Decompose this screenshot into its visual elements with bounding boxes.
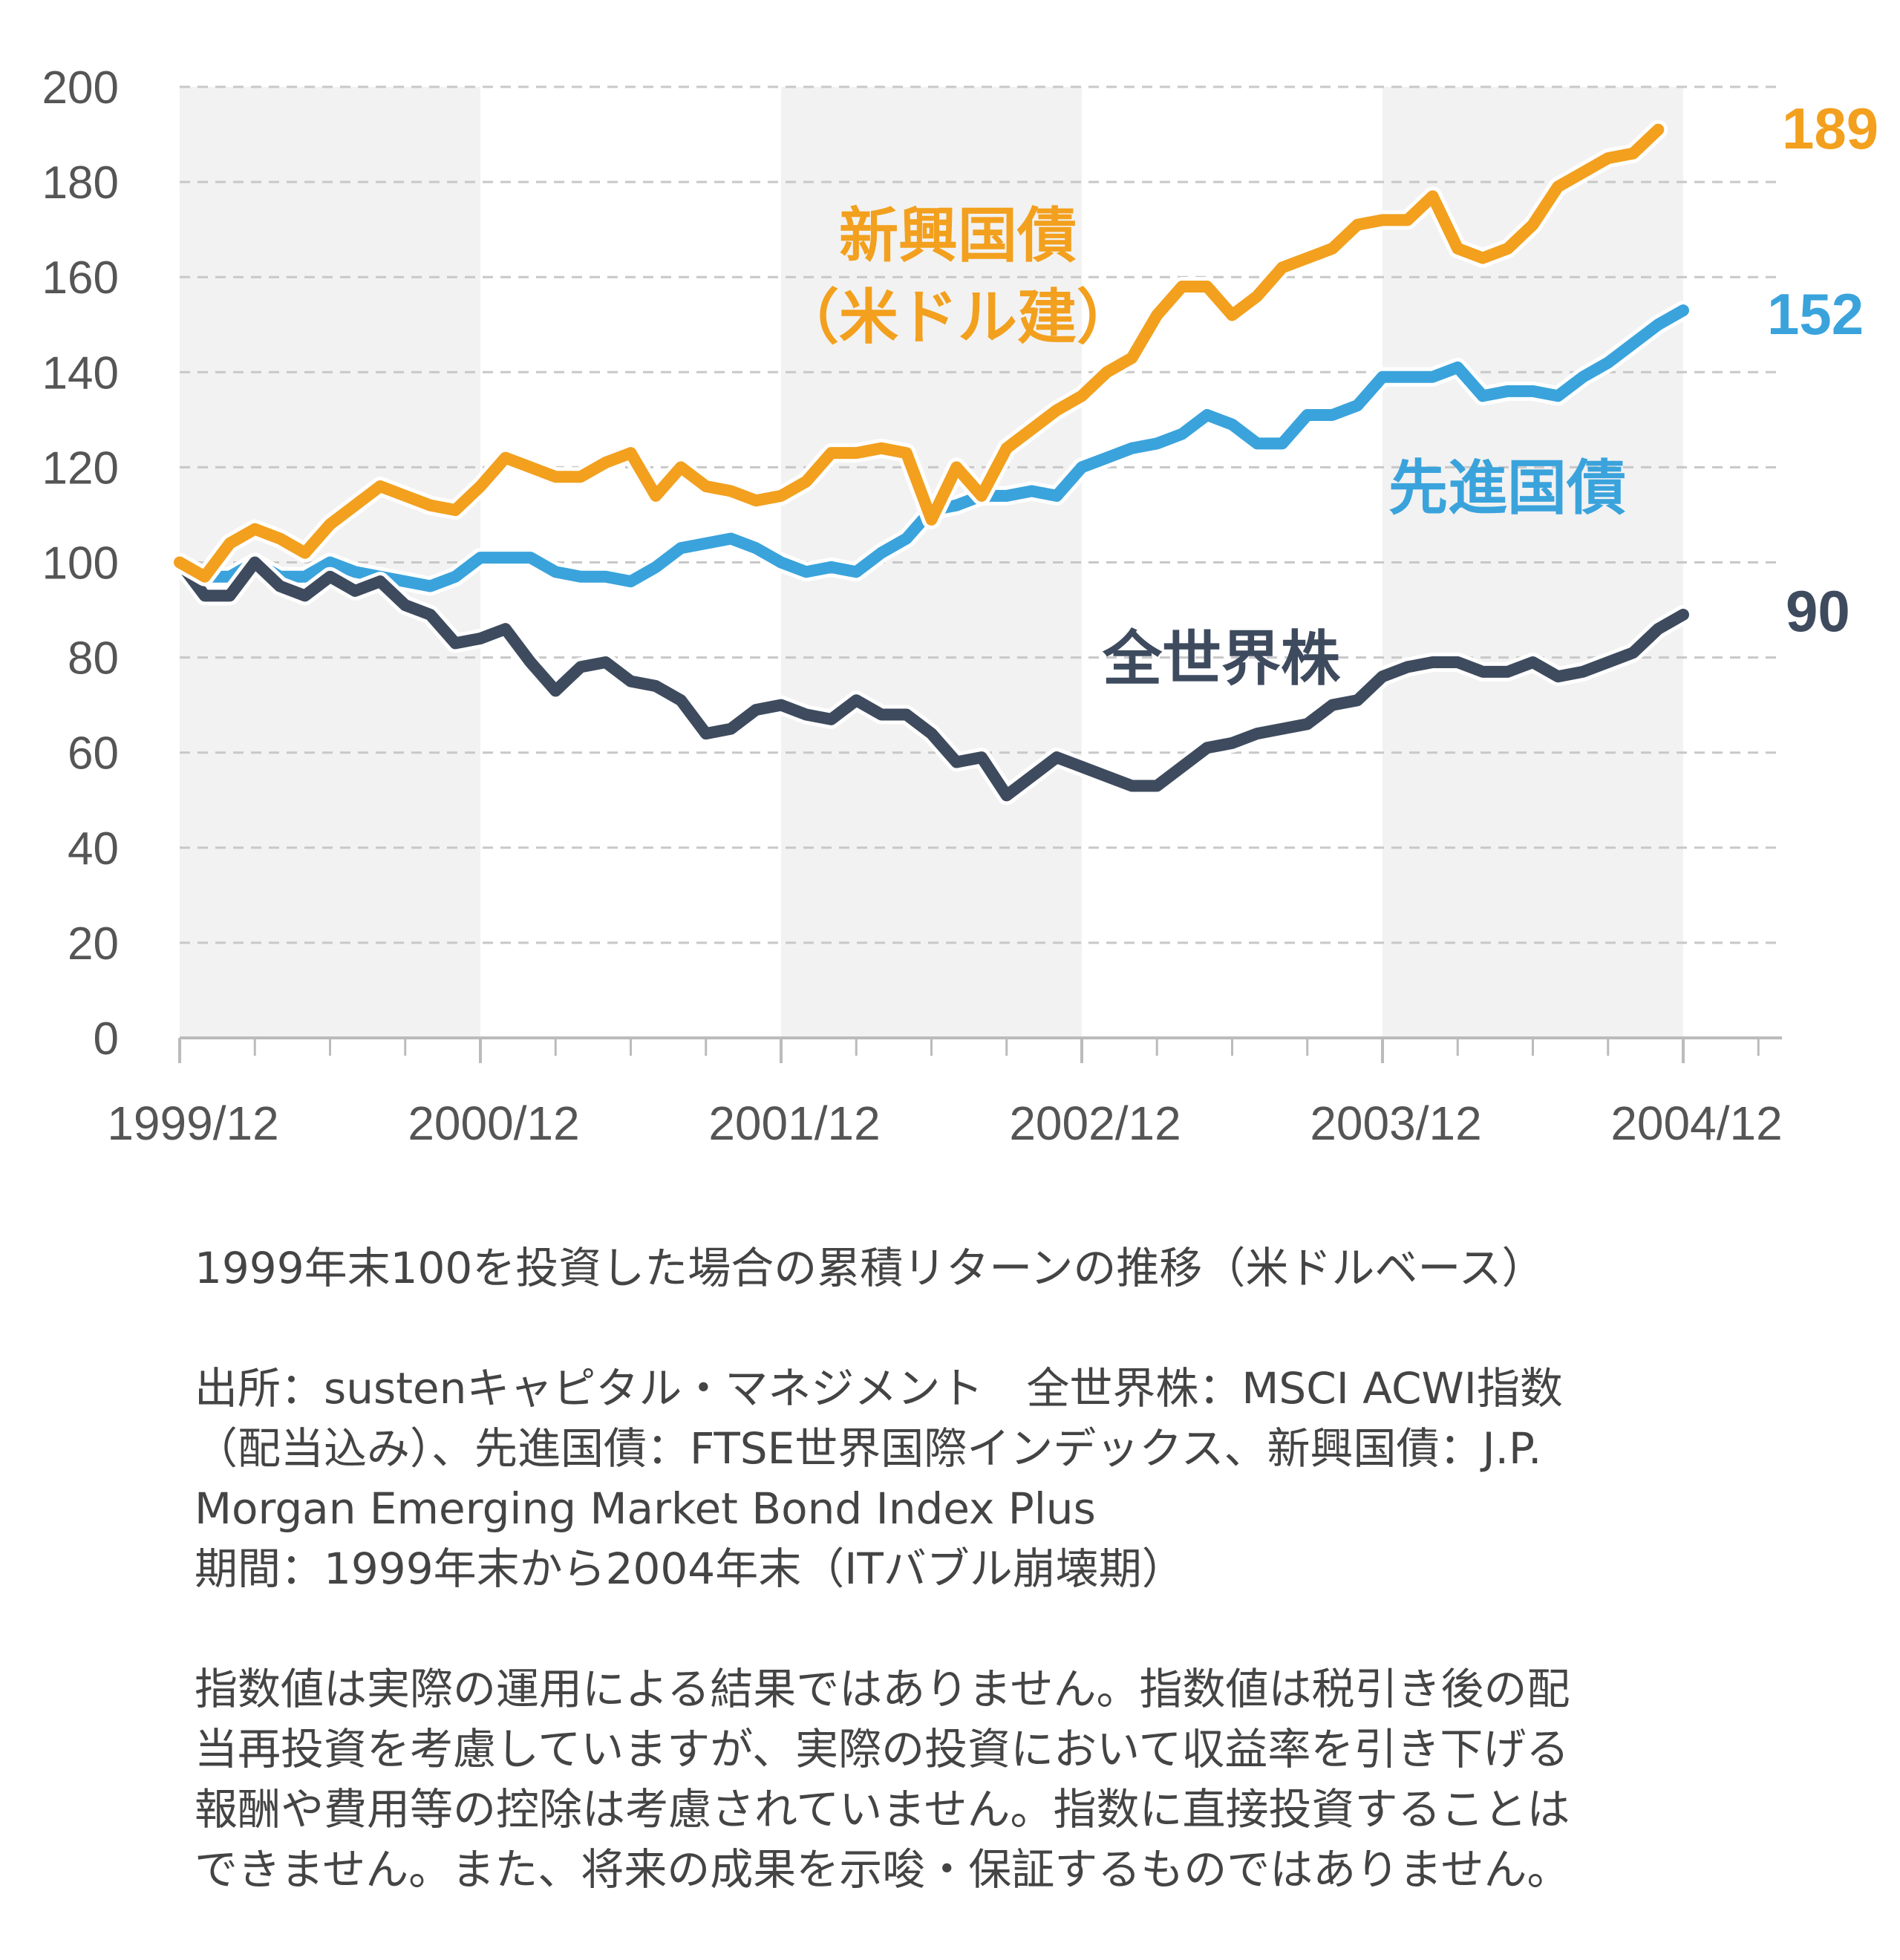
line-chart: 0 20 40 60 80 100 120 140 160 180 200 1999/12 2000/… — [42, 62, 1879, 1150]
y-tick-label: 180 — [42, 157, 119, 209]
y-tick-label: 120 — [42, 442, 119, 494]
source-line: （配当込み）、先進国債：FTSE世界国際インデックス、新興国債：J.P. — [195, 1423, 1542, 1474]
x-tick-label: 2002/12 — [1009, 1097, 1181, 1150]
x-axis-tick-labels: 1999/12 2000/12 2001/12 2002/12 2003/12 2004/… — [107, 1097, 1782, 1150]
chart-caption: 1999年末100を投資した場合の累積リターンの推移（米ドルベース） — [195, 1238, 1791, 1298]
x-tick-label: 2000/12 — [408, 1097, 579, 1150]
y-tick-label: 20 — [68, 918, 119, 970]
y-tick-label: 200 — [42, 62, 119, 114]
caption-line: 1999年末100を投資した場合の累積リターンの推移（米ドルベース） — [195, 1243, 1545, 1293]
emerging-bond-end-value: 189 — [1782, 96, 1878, 161]
x-tick-label: 2001/12 — [708, 1097, 880, 1150]
emerging-bond-label-line1: 新興国債 — [839, 201, 1077, 270]
disclaimer-line: 報酬や費用等の控除は考慮されていません。指数に直接投資することは — [195, 1784, 1570, 1835]
series-lines — [170, 120, 1693, 806]
disclaimer-line: 指数値は実際の運用による結果ではありません。指数値は税引き後の配 — [195, 1664, 1570, 1714]
emerging-bond-label-line2: （米ドル建） — [780, 283, 1136, 352]
source-line: Morgan Emerging Market Bond Index Plus — [195, 1483, 1096, 1534]
source-block: 出所：sustenキャピタル・マネジメント 全世界株：MSCI ACWI指数 （… — [195, 1359, 1791, 1599]
y-tick-label: 100 — [42, 538, 119, 589]
chart-notes: 1999年末100を投資した場合の累積リターンの推移（米ドルベース） 出所：su… — [195, 1238, 1791, 1960]
disclaimer-line: できません。また、将来の成果を示唆・保証するものではありません。 — [195, 1844, 1570, 1895]
y-tick-label: 40 — [68, 823, 119, 875]
y-tick-label: 60 — [68, 728, 119, 780]
global-equity-line — [174, 556, 1689, 802]
x-tick-label: 2004/12 — [1610, 1097, 1782, 1150]
x-tick-label: 1999/12 — [107, 1097, 278, 1150]
disclaimer-line: 当再投資を考慮していますが、実際の投資において収益率を引き下げる — [195, 1724, 1570, 1774]
emerging-bond-line — [174, 123, 1665, 583]
y-axis-tick-labels: 0 20 40 60 80 100 120 140 160 180 200 — [42, 62, 119, 1065]
global-equity-end-value: 90 — [1786, 578, 1850, 644]
y-tick-label: 80 — [68, 633, 119, 685]
y-tick-label: 0 — [94, 1013, 119, 1065]
source-line: 出所：sustenキャピタル・マネジメント 全世界株：MSCI ACWI指数 — [195, 1363, 1563, 1414]
y-tick-label: 160 — [42, 252, 119, 304]
source-line: 期間：1999年末から2004年末（ITバブル崩壊期） — [195, 1544, 1185, 1594]
global-equity-label: 全世界株 — [1102, 624, 1341, 693]
y-tick-label: 140 — [42, 347, 119, 399]
disclaimer-block: 指数値は実際の運用による結果ではありません。指数値は税引き後の配 当再投資を考慮… — [195, 1659, 1791, 1900]
x-axis — [178, 1036, 1782, 1063]
developed-bond-end-value: 152 — [1767, 281, 1864, 347]
developed-bond-label: 先進国債 — [1388, 454, 1626, 523]
x-tick-label: 2003/12 — [1310, 1097, 1481, 1150]
